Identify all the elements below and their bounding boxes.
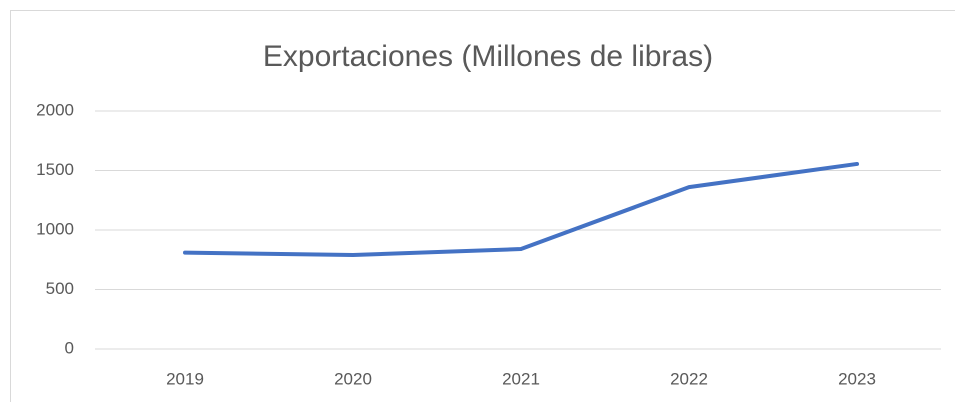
y-tick-label: 1000 bbox=[36, 219, 74, 238]
x-tick-label: 2019 bbox=[166, 369, 204, 388]
x-tick-label: 2023 bbox=[838, 369, 876, 388]
line-series bbox=[183, 161, 859, 257]
x-tick-label: 2021 bbox=[502, 369, 540, 388]
y-tick-label: 2000 bbox=[36, 100, 74, 119]
x-tick-label: 2022 bbox=[670, 369, 708, 388]
chart-title: Exportaciones (Millones de libras) bbox=[263, 40, 713, 73]
y-tick-label: 1500 bbox=[36, 160, 74, 179]
y-tick-label: 500 bbox=[46, 279, 74, 298]
chart-border bbox=[10, 10, 955, 402]
x-tick-label: 2020 bbox=[334, 369, 372, 388]
y-tick-label: 0 bbox=[65, 338, 74, 357]
